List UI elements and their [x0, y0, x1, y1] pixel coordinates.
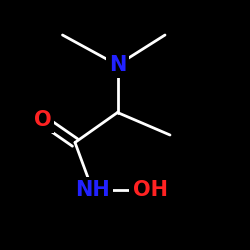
Text: NH: NH — [75, 180, 110, 200]
Text: OH: OH — [132, 180, 168, 200]
Text: O: O — [34, 110, 51, 130]
Text: N: N — [109, 55, 126, 75]
